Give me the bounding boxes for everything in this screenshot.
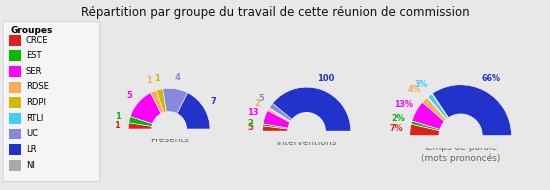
Text: 5: 5 [126, 91, 133, 100]
Wedge shape [427, 97, 447, 120]
Wedge shape [130, 93, 161, 124]
Wedge shape [422, 97, 447, 122]
Wedge shape [411, 121, 440, 131]
Text: RTLI: RTLI [26, 114, 43, 123]
Wedge shape [269, 108, 291, 122]
Bar [8, 129, 21, 139]
Text: 1: 1 [114, 120, 120, 130]
Bar [128, 129, 210, 139]
Bar [8, 35, 21, 46]
Wedge shape [428, 94, 448, 119]
Wedge shape [151, 90, 164, 114]
Wedge shape [272, 87, 351, 131]
Text: 1: 1 [146, 76, 152, 85]
Bar [8, 160, 21, 171]
Text: 13%: 13% [394, 100, 413, 108]
Wedge shape [432, 93, 449, 118]
Text: RDPI: RDPI [26, 98, 46, 107]
Text: Présents: Présents [150, 135, 189, 144]
Wedge shape [177, 93, 210, 129]
Text: Temps de parole
(mots prononcés): Temps de parole (mots prononcés) [421, 143, 500, 163]
Text: 13: 13 [248, 108, 259, 117]
Bar [8, 66, 21, 77]
Text: RDSE: RDSE [26, 82, 49, 91]
Text: 100: 100 [317, 74, 334, 83]
Wedge shape [263, 124, 288, 129]
Text: 1: 1 [154, 74, 160, 83]
Text: 5: 5 [258, 94, 264, 103]
Text: Interventions: Interventions [277, 138, 337, 147]
Text: Répartition par groupe du travail de cette réunion de commission: Répartition par groupe du travail de cet… [81, 6, 469, 19]
Wedge shape [268, 109, 291, 123]
Wedge shape [163, 88, 188, 114]
Wedge shape [262, 126, 288, 131]
Circle shape [439, 114, 482, 157]
Bar [8, 82, 21, 93]
Text: LR: LR [26, 145, 36, 154]
Text: CRCE: CRCE [26, 36, 48, 44]
Text: NI: NI [26, 161, 35, 170]
Wedge shape [129, 116, 153, 127]
Circle shape [152, 112, 186, 146]
Text: 5: 5 [248, 123, 253, 132]
Circle shape [288, 113, 325, 150]
Text: 4%: 4% [408, 85, 421, 94]
Wedge shape [412, 102, 444, 129]
Wedge shape [263, 111, 290, 128]
Text: 7%: 7% [389, 124, 403, 133]
Text: 2%: 2% [391, 114, 405, 123]
Bar [8, 50, 21, 61]
Bar [8, 113, 21, 124]
Bar [8, 144, 21, 155]
Text: 2: 2 [255, 99, 260, 108]
Text: 66%: 66% [482, 74, 501, 83]
Wedge shape [270, 103, 292, 121]
Text: 4: 4 [174, 73, 180, 82]
Text: EST: EST [26, 51, 41, 60]
Text: UC: UC [26, 129, 38, 138]
Text: 2: 2 [248, 119, 254, 127]
Text: 7: 7 [211, 97, 217, 106]
Text: 1: 1 [116, 112, 121, 121]
Wedge shape [432, 85, 512, 136]
Text: 3%: 3% [414, 80, 428, 89]
Text: Groupes: Groupes [10, 26, 53, 36]
Bar [262, 131, 351, 142]
Bar [410, 136, 512, 148]
Wedge shape [410, 124, 440, 136]
Wedge shape [128, 123, 152, 129]
Text: SER: SER [26, 67, 42, 76]
Bar [8, 97, 21, 108]
Wedge shape [157, 89, 167, 113]
